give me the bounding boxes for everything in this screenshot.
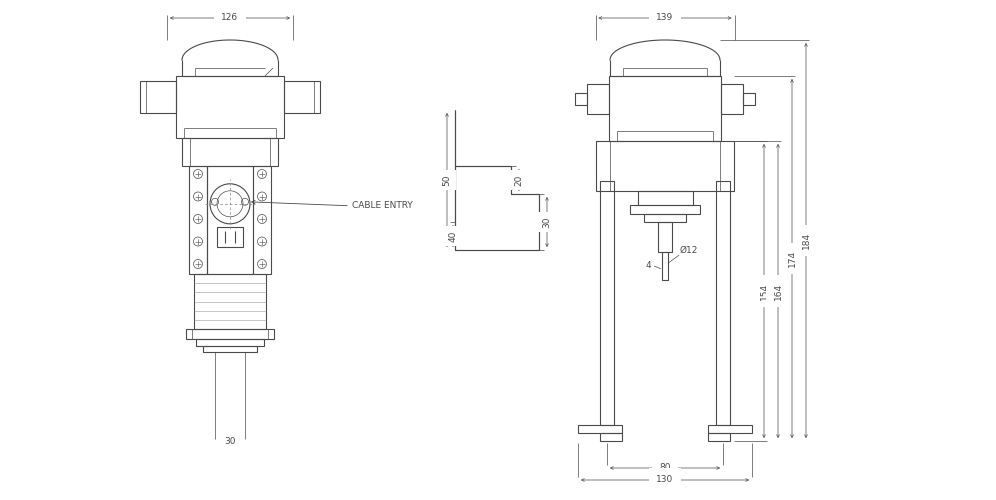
Text: 4: 4: [645, 262, 650, 270]
Text: 80: 80: [659, 464, 670, 472]
Bar: [721, 84, 743, 114]
Text: 126: 126: [221, 14, 239, 22]
Bar: [662, 252, 668, 280]
Bar: [644, 214, 686, 222]
Text: CABLE ENTRY: CABLE ENTRY: [352, 202, 412, 210]
Bar: [658, 222, 672, 252]
Bar: [716, 181, 730, 425]
Text: 30: 30: [224, 438, 236, 446]
Text: 40: 40: [448, 230, 457, 241]
Bar: [637, 191, 692, 205]
Text: 50: 50: [442, 174, 451, 186]
Text: 154: 154: [760, 282, 769, 300]
Bar: [253, 166, 271, 274]
Text: 130: 130: [656, 476, 673, 484]
Bar: [182, 138, 278, 166]
Bar: [217, 227, 243, 247]
Bar: [596, 141, 734, 191]
Bar: [578, 425, 622, 433]
Bar: [140, 81, 176, 113]
Text: 139: 139: [656, 14, 673, 22]
Bar: [186, 329, 274, 339]
Text: 20: 20: [515, 174, 524, 186]
Text: 184: 184: [802, 232, 811, 249]
Text: 174: 174: [788, 250, 797, 267]
Bar: [600, 181, 614, 425]
Bar: [743, 92, 755, 104]
Bar: [196, 339, 264, 346]
Bar: [176, 76, 284, 138]
Text: 30: 30: [543, 216, 552, 228]
Bar: [708, 425, 752, 433]
Bar: [630, 205, 700, 214]
Bar: [600, 433, 622, 441]
Bar: [189, 166, 207, 274]
Bar: [708, 433, 730, 441]
Text: 164: 164: [774, 282, 783, 300]
Bar: [284, 81, 320, 113]
Bar: [203, 346, 257, 352]
Bar: [575, 92, 587, 104]
Bar: [587, 84, 609, 114]
Bar: [194, 274, 266, 329]
Bar: [207, 166, 253, 274]
Bar: [609, 76, 721, 141]
Text: Ø12: Ø12: [680, 246, 698, 255]
